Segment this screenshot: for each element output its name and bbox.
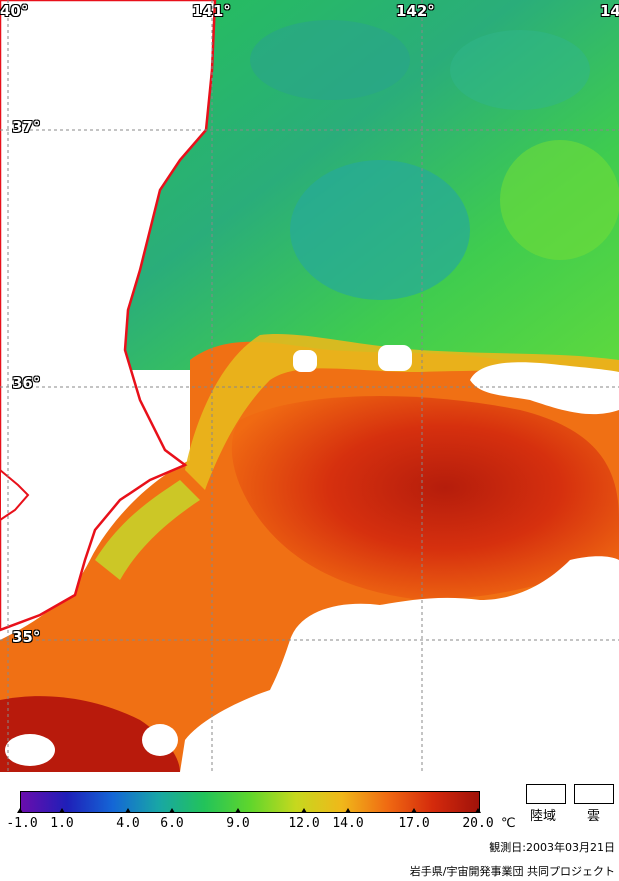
cloud-mask — [5, 734, 55, 766]
cold-eddy — [450, 30, 590, 110]
colorbar-tick-label: 6.0 — [160, 816, 184, 831]
cloud-mask — [470, 362, 619, 415]
longitude-label: 142° — [396, 2, 435, 20]
unit-label: ℃ — [501, 816, 516, 831]
colorbar-tick-label: 12.0 — [288, 816, 320, 831]
latitude-label: 37° — [12, 118, 41, 136]
colorbar-tickmark — [125, 808, 131, 813]
cloud-mask — [142, 724, 178, 756]
colorbar-tickmark — [59, 808, 65, 813]
colorbar-tickmark — [475, 808, 481, 813]
cloud-key-label: 雲 — [587, 809, 601, 824]
hot-core — [231, 396, 619, 600]
colorbar-tick-label: 17.0 — [398, 816, 430, 831]
cloud-mask — [293, 350, 317, 372]
credit-line: 岩手県/宇宙開発事業団 共同プロジェクト — [409, 865, 615, 878]
observation-date: 観測日:2003年03月21日 — [489, 841, 615, 854]
temperature-colorbar — [20, 791, 480, 813]
cloud-mask — [378, 345, 412, 371]
colorbar-tickmark — [169, 808, 175, 813]
colorbar-tickmark — [345, 808, 351, 813]
cloud-mask — [180, 556, 619, 772]
island — [0, 468, 30, 522]
sea-surface-temperature-map — [0, 0, 619, 772]
colorbar-tickmark — [411, 808, 417, 813]
legend: -1.0 1.0 4.0 6.0 9.0 12.0 14.0 17.0 20.0… — [0, 772, 619, 881]
colorbar-tick-label: 14.0 — [332, 816, 364, 831]
colorbar-tick-label: 20.0 — [462, 816, 494, 831]
graticule — [0, 0, 619, 772]
colorbar-tickmark — [301, 808, 307, 813]
colorbar-tickmark — [17, 808, 23, 813]
land-key-label: 陸域 — [530, 809, 557, 824]
longitude-label: 40° — [0, 2, 29, 20]
colorbar-tick-label: 9.0 — [226, 816, 250, 831]
colorbar-tick-label: 4.0 — [116, 816, 140, 831]
colorbar-tick-label: -1.0 — [6, 816, 38, 831]
longitude-label: 14 — [600, 2, 619, 20]
warm-green-patch — [500, 140, 619, 260]
cold-eddy — [290, 160, 470, 300]
land-key-swatch — [526, 784, 566, 804]
colorbar-tick-label: 1.0 — [50, 816, 74, 831]
colorbar-tickmark — [235, 808, 241, 813]
cold-eddy — [250, 20, 410, 100]
latitude-label: 35° — [12, 628, 41, 646]
latitude-label: 36° — [12, 374, 41, 392]
cloud-key-swatch — [574, 784, 614, 804]
longitude-label: 141° — [192, 2, 231, 20]
front-zone — [95, 480, 200, 580]
land-area — [0, 0, 217, 632]
